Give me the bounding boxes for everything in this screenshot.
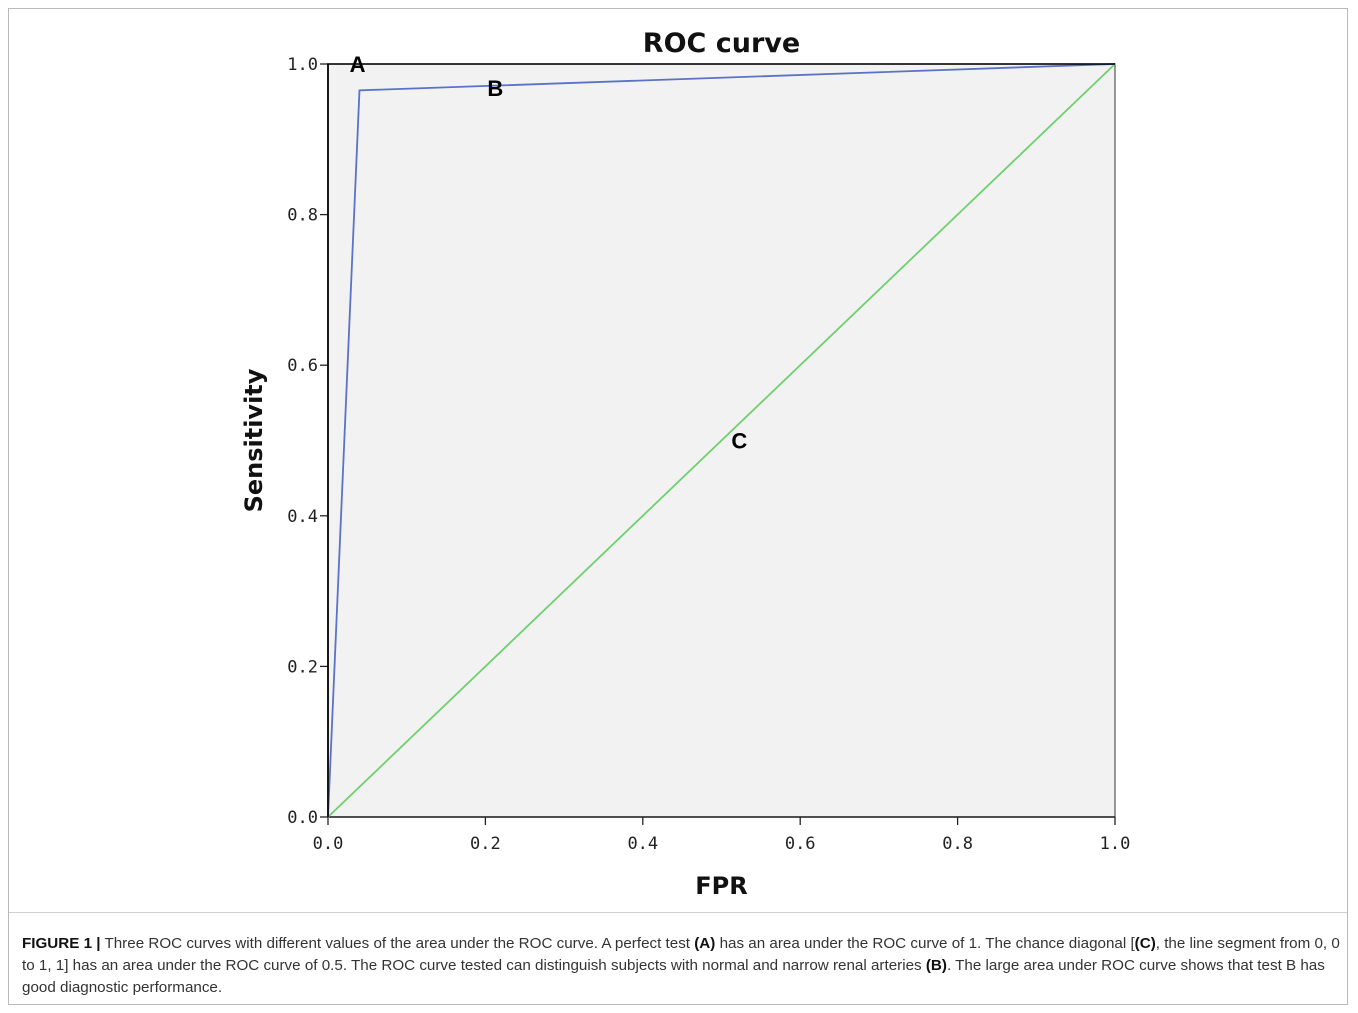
curve-label-c: C [731, 429, 747, 454]
x-axis-label: FPR [695, 872, 747, 900]
chart-title: ROC curve [643, 28, 800, 59]
series-line-b [327, 63, 1116, 818]
series-line-c [327, 63, 1116, 818]
curve-label-b: B [487, 76, 503, 101]
x-tick-label: 1.0 [1100, 834, 1131, 854]
y-tick-label: 0.4 [287, 507, 318, 527]
y-tick-label: 0.0 [287, 808, 318, 828]
caption-ref-a: (A) [694, 935, 716, 952]
caption-text-1: Three ROC curves with different values o… [100, 935, 695, 952]
figure-caption: FIGURE 1 | Three ROC curves with differe… [22, 933, 1340, 999]
axes: 0.0 0.2 0.4 0.6 0.8 1.0 0.0 0.2 0.4 0.6 0.8 1.0 [287, 55, 1130, 854]
roc-chart: 0.0 0.2 0.4 0.6 0.8 1.0 0.0 0.2 0.4 0.6 0.8 1.0 A B C… [240, 28, 1130, 900]
caption-ref-c: (C) [1134, 935, 1156, 952]
caption-ref-b: (B) [925, 957, 947, 974]
x-tick-label: 0.4 [627, 834, 658, 854]
curve-label-a: A [350, 52, 366, 77]
caption-text-2: has an area under the ROC curve of 1. Th… [715, 935, 1135, 952]
caption-figure-label: FIGURE 1 | [22, 935, 101, 952]
y-tick-label: 0.6 [287, 356, 318, 376]
x-tick-label: 0.8 [942, 834, 973, 854]
series-line-a [327, 63, 1115, 817]
x-tick-label: 0.0 [313, 834, 344, 854]
curve-labels: A B C [350, 52, 748, 454]
x-tick-label: 0.6 [785, 834, 816, 854]
x-tick-label: 0.2 [470, 834, 501, 854]
y-tick-label: 0.8 [287, 206, 318, 226]
y-axis-label: Sensitivity [240, 368, 268, 512]
series-lines [327, 63, 1116, 818]
caption-text-4: . The large area under ROC curve shows t… [22, 957, 1325, 996]
y-tick-label: 1.0 [287, 55, 318, 75]
caption-text-3: , the line segment from 0, 0 to 1, 1] ha… [22, 935, 1340, 974]
y-tick-label: 0.2 [287, 657, 318, 677]
caption-divider [9, 912, 1347, 913]
